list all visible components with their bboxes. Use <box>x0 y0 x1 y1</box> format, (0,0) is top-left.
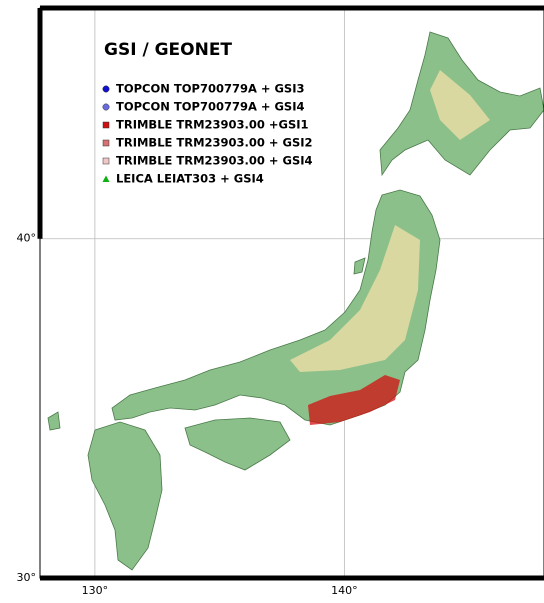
map: 130° 140° 40° 30° GSI / GEONET TOPCON TOP70… <box>0 0 544 603</box>
legend-marker <box>103 122 109 128</box>
lat-label: 40° <box>17 232 37 245</box>
legend-label: TRIMBLE TRM23903.00 + GSI2 <box>116 136 313 150</box>
page: 130° 140° 40° 30° GSI / GEONET TOPCON TOP70… <box>0 0 544 603</box>
legend-label: TRIMBLE TRM23903.00 + GSI4 <box>116 154 313 168</box>
legend-label: TOPCON TOP700779A + GSI4 <box>116 100 305 114</box>
legend-marker <box>103 86 109 92</box>
lon-label: 130° <box>82 584 109 597</box>
lon-label: 140° <box>331 584 358 597</box>
map-title: GSI / GEONET <box>104 40 232 60</box>
legend-label: TOPCON TOP700779A + GSI3 <box>116 82 305 96</box>
legend-label: LEICA LEIAT303 + GSI4 <box>116 172 264 186</box>
lat-label: 30° <box>17 571 37 584</box>
legend-label: TRIMBLE TRM23903.00 +GSI1 <box>116 118 309 132</box>
legend-marker <box>103 158 109 164</box>
legend-marker <box>103 140 109 146</box>
legend-marker <box>103 104 109 110</box>
